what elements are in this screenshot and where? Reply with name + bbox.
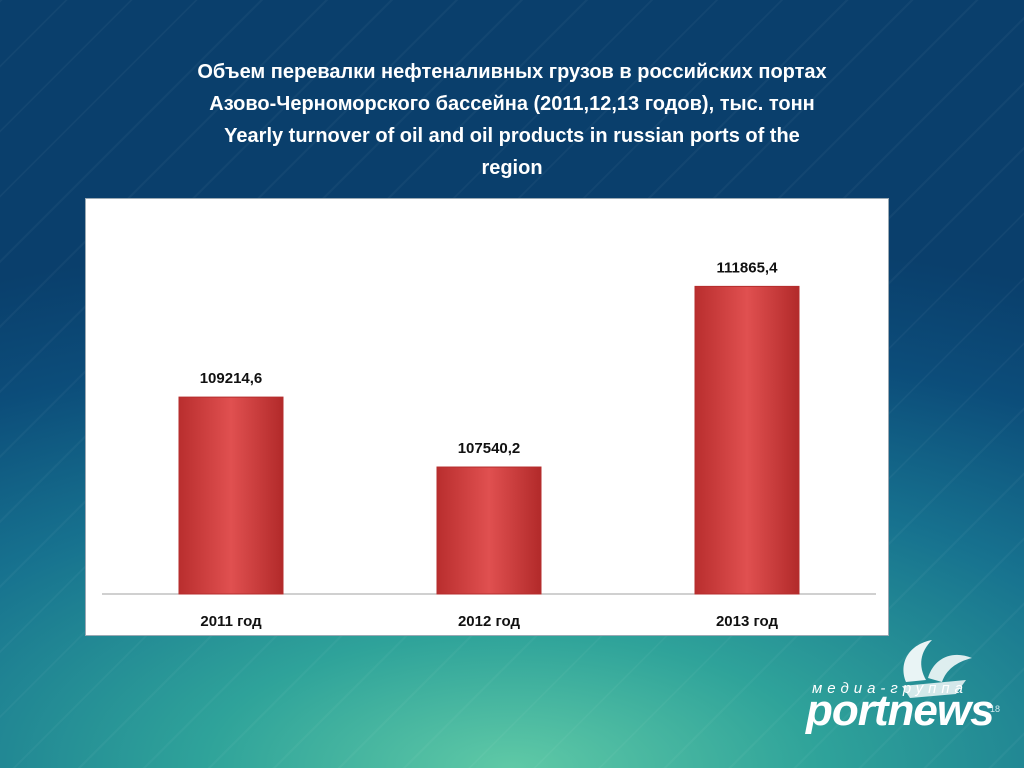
title-ru-line-1: Объем перевалки нефтеналивных грузов в р…: [197, 61, 827, 83]
bar-1: [178, 396, 284, 595]
x-tick-label-3: 2013 год: [716, 613, 779, 630]
title-ru-line-2: Азово-Черноморского бассейна (2011,12,13…: [209, 93, 815, 115]
x-tick-label-2: 2012 год: [458, 613, 521, 630]
logo-name: portnews: [806, 686, 995, 735]
logo-subtitle: медиа-группа: [812, 680, 969, 697]
ship-logo-icon: [902, 640, 972, 698]
data-label-2: 107540,2: [458, 440, 521, 457]
title-en-line-1: Yearly turnover of oil and oil products …: [224, 125, 800, 147]
bar-chart: 109214,6 2011 год 107540,2 2012 год 111865,4…: [102, 259, 876, 630]
chart-frame: 109214,6 2011 год 107540,2 2012 год 111865,4…: [85, 198, 889, 636]
data-label-3: 111865,4: [717, 259, 779, 276]
bar-2: [436, 466, 542, 595]
title-en-line-2: region: [481, 157, 543, 179]
data-label-1: 109214,6: [200, 370, 263, 387]
page-number: 18: [990, 704, 1001, 714]
x-tick-label-1: 2011 год: [200, 613, 262, 630]
slide-title: Объем перевалки нефтеналивных грузов в р…: [80, 56, 944, 184]
bar-3: [694, 285, 800, 595]
